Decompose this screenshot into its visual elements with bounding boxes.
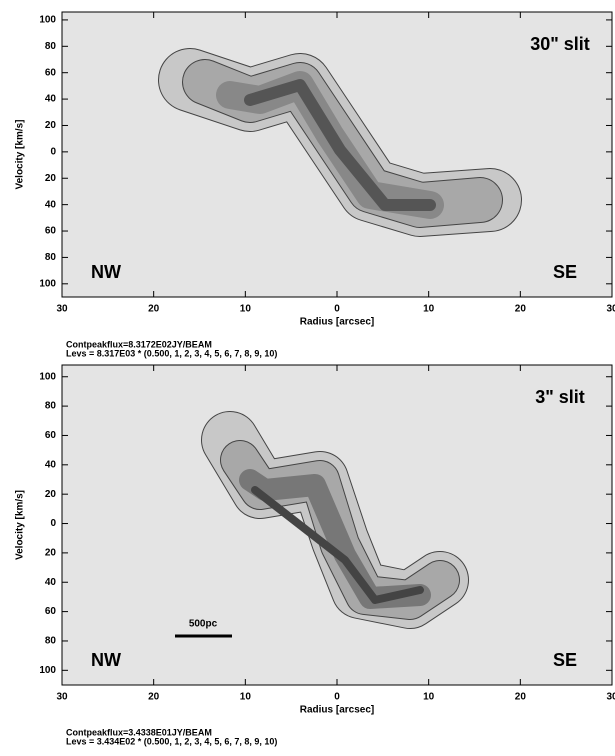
y-tick-label: 20: [45, 489, 57, 500]
slit-label: 30" slit: [530, 34, 590, 54]
y-tick-label: 100: [39, 278, 56, 289]
caption: Contpeakflux=3.4338E01JY/BEAM: [66, 727, 212, 737]
x-tick-label: 0: [334, 692, 340, 703]
x-tick-label: 20: [148, 692, 160, 703]
y-axis-label: Velocity [km/s]: [15, 119, 26, 189]
x-tick-label: 10: [423, 692, 435, 703]
x-tick-label: 30: [56, 304, 68, 315]
y-tick-label: 60: [45, 67, 57, 78]
x-tick-label: 0: [334, 304, 340, 315]
left-label: NW: [91, 262, 121, 282]
y-tick-label: 0: [50, 147, 56, 158]
x-tick-label: 10: [240, 692, 252, 703]
y-tick-label: 60: [45, 430, 57, 441]
x-tick-label: 30: [56, 692, 68, 703]
y-tick-label: 80: [45, 41, 57, 52]
y-tick-label: 40: [45, 577, 57, 588]
y-tick-label: 40: [45, 199, 57, 210]
y-tick-label: 100: [39, 665, 56, 676]
contours: [158, 48, 522, 629]
x-tick-label: 10: [423, 304, 435, 315]
y-tick-label: 80: [45, 401, 57, 412]
y-tick-label: 20: [45, 120, 57, 131]
y-axis-label: Velocity [km/s]: [15, 490, 26, 560]
scale-bar-label: 500pc: [189, 619, 218, 630]
y-tick-label: 80: [45, 252, 57, 263]
y-tick-label: 40: [45, 459, 57, 470]
slit-label: 3" slit: [535, 387, 585, 407]
y-tick-label: 80: [45, 636, 57, 647]
caption: Levs = 3.434E02 * (0.500, 1, 2, 3, 4, 5,…: [66, 736, 277, 746]
x-tick-label: 30: [606, 692, 615, 703]
x-tick-label: 30: [606, 304, 615, 315]
y-tick-label: 60: [45, 226, 57, 237]
y-tick-label: 40: [45, 94, 57, 105]
right-label: SE: [553, 650, 577, 670]
x-tick-label: 10: [240, 304, 252, 315]
x-tick-label: 20: [515, 692, 527, 703]
y-tick-label: 60: [45, 606, 57, 617]
caption: Contpeakflux=8.3172E02JY/BEAM: [66, 339, 212, 349]
y-tick-label: 100: [39, 15, 56, 26]
caption: Levs = 8.317E03 * (0.500, 1, 2, 3, 4, 5,…: [66, 348, 277, 358]
right-label: SE: [553, 262, 577, 282]
y-tick-label: 20: [45, 548, 57, 559]
left-label: NW: [91, 650, 121, 670]
y-tick-label: 0: [50, 518, 56, 529]
x-axis-label: Radius [arcsec]: [300, 705, 374, 716]
x-tick-label: 20: [515, 304, 527, 315]
y-tick-label: 20: [45, 173, 57, 184]
x-axis-label: Radius [arcsec]: [300, 317, 374, 328]
y-tick-label: 100: [39, 371, 56, 382]
x-tick-label: 20: [148, 304, 160, 315]
